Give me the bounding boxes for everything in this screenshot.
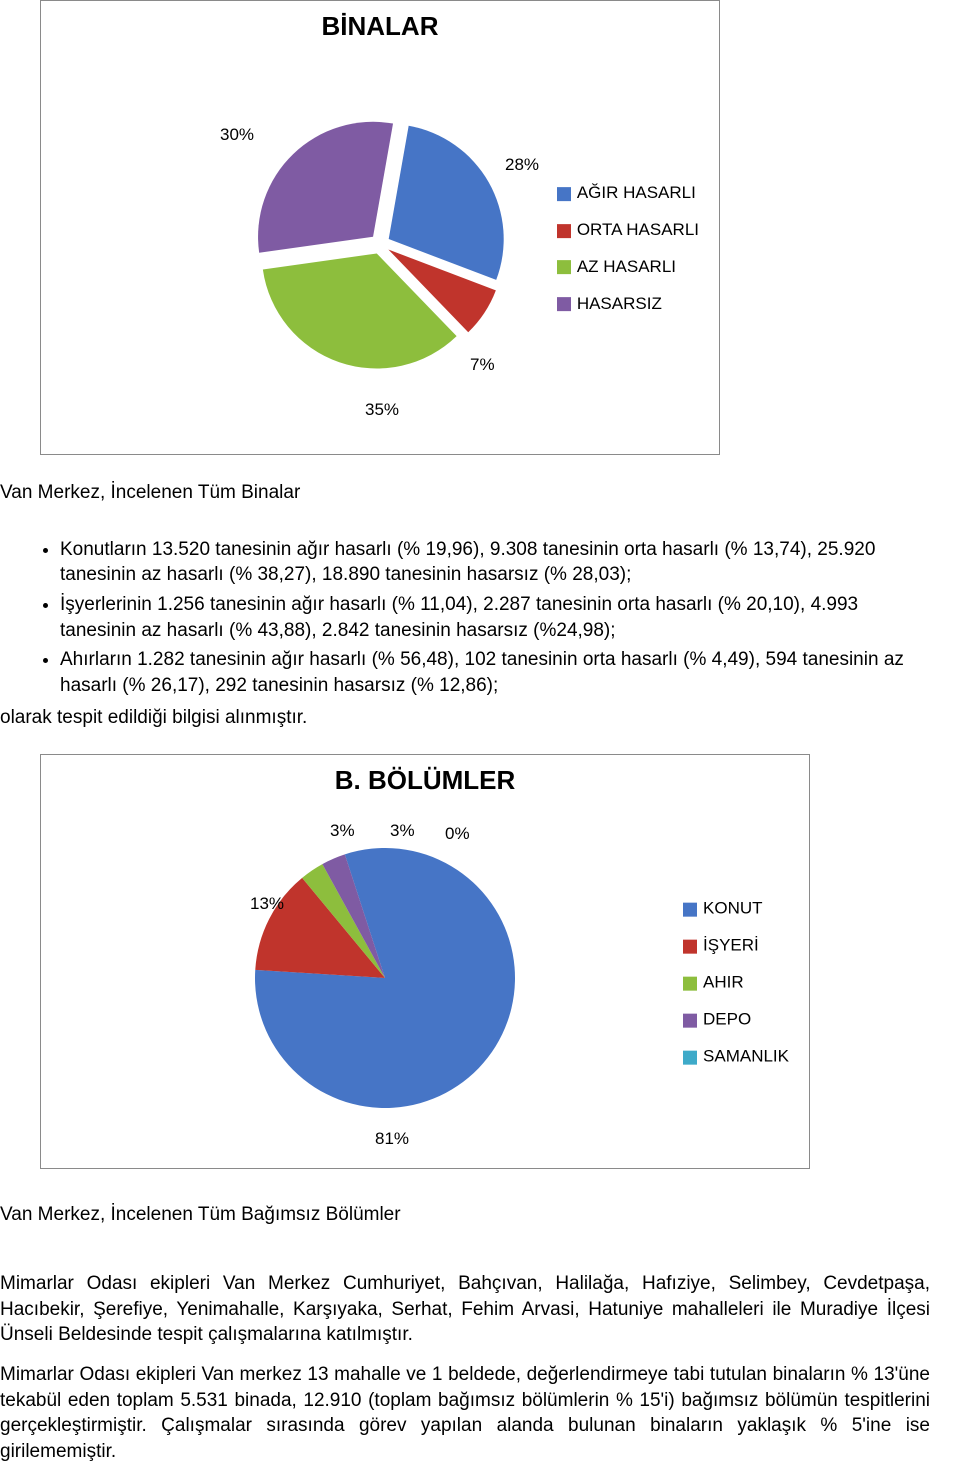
pie-data-label: 0%	[445, 823, 470, 846]
pie-data-label: 28%	[505, 154, 539, 177]
chart2-pie: 81%13%3%3%0%	[235, 828, 535, 1128]
legend-label: HASARSIZ	[577, 293, 662, 316]
legend-swatch	[683, 976, 697, 990]
legend-item: İŞYERİ	[683, 935, 789, 958]
legend-item: KONUT	[683, 898, 789, 921]
chart-binalar: BİNALAR 28%7%35%30% AĞIR HASARLIORTA HAS…	[40, 0, 720, 455]
paragraph-1: Mimarlar Odası ekipleri Van Merkez Cumhu…	[0, 1271, 960, 1362]
legend-label: SAMANLIK	[703, 1046, 789, 1069]
legend-swatch	[557, 298, 571, 312]
legend-swatch	[557, 187, 571, 201]
pie-data-label: 30%	[220, 124, 254, 147]
chart2-title: B. BÖLÜMLER	[41, 755, 809, 798]
legend-label: AZ HASARLI	[577, 256, 676, 279]
legend-swatch	[683, 939, 697, 953]
legend-label: ORTA HASARLI	[577, 219, 699, 242]
chart1-title: BİNALAR	[41, 1, 719, 44]
chart1-legend: AĞIR HASARLI ORTA HASARLI AZ HASARLI HASARS…	[557, 182, 699, 316]
legend-item: ORTA HASARLI	[557, 219, 699, 242]
legend-item: AHIR	[683, 972, 789, 995]
legend-label: İŞYERİ	[703, 935, 759, 958]
legend-swatch	[683, 902, 697, 916]
legend-item: AĞIR HASARLI	[557, 182, 699, 205]
damage-bullets: Konutların 13.520 tanesinin ağır hasarlı…	[0, 535, 960, 701]
pie-data-label: 13%	[250, 893, 284, 916]
legend-label: KONUT	[703, 898, 763, 921]
bullet-item: Konutların 13.520 tanesinin ağır hasarlı…	[60, 535, 920, 590]
legend-label: DEPO	[703, 1009, 751, 1032]
legend-item: DEPO	[683, 1009, 789, 1032]
legend-item: HASARSIZ	[557, 293, 699, 316]
pie-data-label: 3%	[330, 820, 355, 843]
legend-item: SAMANLIK	[683, 1046, 789, 1069]
after-bullets: olarak tespit edildiği bilgisi alınmıştı…	[0, 705, 960, 745]
pie-slice	[258, 122, 393, 253]
chart2-caption: Van Merkez, İncelenen Tüm Bağımsız Bölüm…	[0, 1188, 960, 1252]
paragraph-2: Mimarlar Odası ekipleri Van merkez 13 ma…	[0, 1362, 960, 1479]
legend-label: AĞIR HASARLI	[577, 182, 696, 205]
bullet-item: İşyerlerinin 1.256 tanesinin ağır hasarl…	[60, 590, 920, 645]
pie-data-label: 3%	[390, 820, 415, 843]
legend-label: AHIR	[703, 972, 744, 995]
legend-swatch	[557, 261, 571, 275]
legend-item: AZ HASARLI	[557, 256, 699, 279]
pie-data-label: 35%	[365, 399, 399, 422]
bullet-item: Ahırların 1.282 tanesinin ağır hasarlı (…	[60, 645, 920, 700]
pie-data-label: 7%	[470, 354, 495, 377]
chart2-legend: KONUT İŞYERİ AHIR DEPO SAMANLIK	[683, 898, 789, 1069]
chart-bolumler: B. BÖLÜMLER 81%13%3%3%0% KONUTİŞYERİAHIR…	[40, 754, 810, 1169]
legend-swatch	[683, 1050, 697, 1064]
chart1-pie: 28%7%35%30%	[245, 109, 515, 379]
legend-swatch	[557, 224, 571, 238]
pie-data-label: 81%	[375, 1128, 409, 1151]
chart1-caption: Van Merkez, İncelenen Tüm Binalar	[0, 474, 960, 516]
legend-swatch	[683, 1013, 697, 1027]
